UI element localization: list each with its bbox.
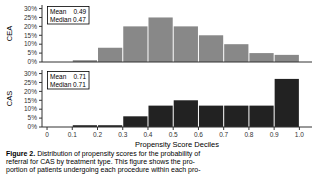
x-tick-label: 0.3 [118,131,127,138]
bar [174,26,198,62]
y-tick-label: 25% [24,14,37,21]
x-axis-line [42,62,312,63]
caption-line: Figure 2. Distribution of propensity sco… [6,150,200,158]
y-tick [39,127,42,128]
annotation-line: Mean 0.71 [50,73,87,80]
x-tick-label: 0.9 [270,131,279,138]
bar [148,17,172,62]
y-tick [39,62,42,63]
x-axis-label: Propensity Score Deciles [135,140,219,149]
bar [275,55,299,62]
y-tick [39,26,42,27]
y-tick-label: 25% [24,79,37,86]
y-axis-label: CAS [5,91,14,106]
bars [73,79,299,127]
y-tick-label: 30% [24,70,37,77]
y-tick-label: 20% [24,88,37,95]
x-tick [72,127,73,130]
bar [224,106,248,127]
x-tick-label: 0.2 [93,131,102,138]
annotation-line: Mean 0.49 [50,8,87,15]
x-tick [248,127,249,130]
x-tick-label: 0.4 [143,131,152,138]
bar [174,100,198,127]
annotation-text: Mean 0.49Median 0.47 [50,8,87,23]
bar [275,79,299,127]
caption-text: portion of patients undergoing each proc… [6,166,201,174]
caption-line: referral for CAS by treatment type. This… [6,158,196,166]
x-tick [97,127,98,130]
y-tick [39,100,42,101]
y-tick [39,8,42,9]
x-tick-label: 1.0 [295,131,304,138]
y-tick [39,118,42,119]
bar [148,106,172,127]
y-tick-label: 15% [24,32,37,39]
y-tick-label: 0% [28,58,38,65]
x-tick-label: 0.5 [169,131,178,138]
y-tick [39,91,42,92]
caption-text: Distribution of propensity scores for th… [35,150,200,158]
x-tick-label: 0.1 [68,131,77,138]
x-tick [122,127,123,130]
annotation-box [48,72,90,90]
x-tick [223,127,224,130]
y-tick-label: 0% [28,123,38,130]
y-tick-label: 5% [28,49,38,56]
caption-label: Figure 2. [6,150,35,158]
y-tick-label: 30% [24,5,37,12]
y-tick-label: 10% [24,40,37,47]
annotation-text: Mean 0.71Median 0.71 [50,73,87,88]
x-axis-line [42,127,312,128]
caption: Figure 2. Distribution of propensity sco… [6,150,201,174]
bar [249,53,273,62]
y-axis-label: CEA [5,26,14,41]
x-tick [198,127,199,130]
bar [199,35,223,62]
bar [249,106,273,127]
x-tick [147,127,148,130]
y-tick-label: 15% [24,97,37,104]
y-tick-label: 20% [24,23,37,30]
y-tick [39,35,42,36]
x-tick-label: 0.8 [244,131,253,138]
y-tick [39,53,42,54]
y-tick [39,73,42,74]
x-tick [47,127,48,130]
y-tick-label: 10% [24,105,37,112]
y-tick-label: 5% [28,114,38,121]
y-tick [39,17,42,18]
annotation-line: Median 0.47 [50,16,86,23]
x-tick [299,127,300,130]
annotation: Mean 0.71Median 0.71 [48,72,90,90]
annotation-box [48,7,90,25]
bar [224,44,248,62]
bar [123,26,147,62]
x-tick-label: 0.6 [194,131,203,138]
bars [73,17,299,62]
x-tick-label: 0.7 [219,131,228,138]
annotation-line: Median 0.71 [50,81,86,88]
x-tick [173,127,174,130]
figure: 0%5%10%15%20%25%30%CEAMean 0.49Median 0.… [0,0,320,180]
y-tick [39,82,42,83]
x-tick [274,127,275,130]
annotation: Mean 0.49Median 0.47 [48,7,90,25]
bar [98,48,122,62]
chart-panel: 0% 5% 10%15% 20% 25% 30% CEA Mean 0.49Median 0.… [5,5,312,65]
y-tick [39,44,42,45]
y-tick [39,109,42,110]
x-tick-label: 0 [45,131,49,138]
bar [199,106,223,127]
caption-text: referral for CAS by treatment type. This… [6,158,196,166]
caption-line: portion of patients undergoing each proc… [6,166,201,174]
bar [123,116,147,127]
chart-panel: 0% 5% 10%15% 20% 25% 30% 0 0.1 0.2 0.3 0.4 0.5 0.6 0.… [5,70,312,149]
